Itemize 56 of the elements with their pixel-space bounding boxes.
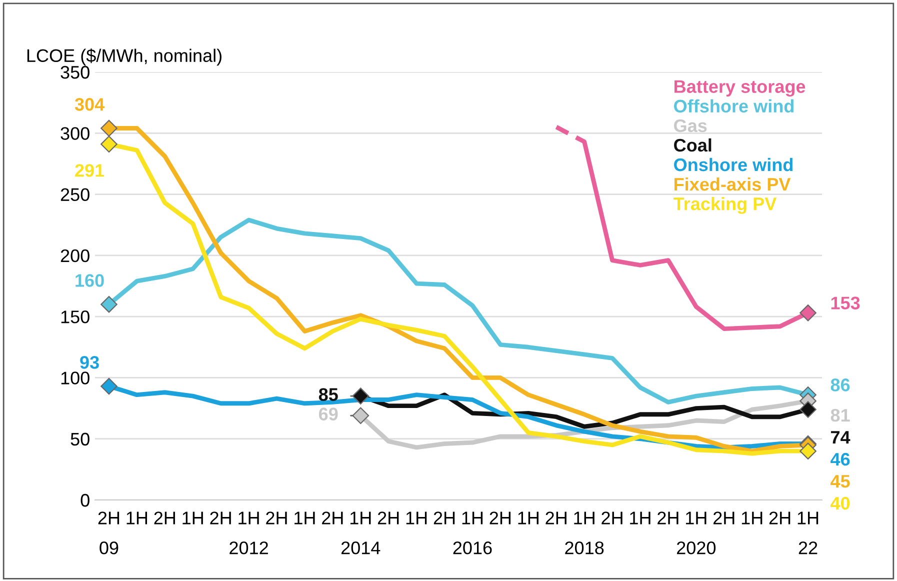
point — [800, 401, 816, 418]
text: Fixed-axis PV — [674, 177, 791, 191]
text: Offshore wind — [674, 99, 794, 113]
data-label: 304 — [74, 98, 105, 111]
y-tick-label: 150 — [61, 310, 90, 324]
x-tick-label: 2H — [546, 512, 566, 524]
text: Battery storage — [674, 80, 806, 97]
y-tick-label: 100 — [61, 372, 90, 384]
text: Onshore wind — [674, 158, 792, 172]
x-tick-label: 1H — [294, 512, 315, 524]
point — [100, 296, 118, 313]
data-label: 291 — [75, 164, 104, 177]
data-label: 86 — [830, 378, 850, 392]
data-label: 93 — [80, 356, 99, 369]
y-axis-title: LCOE ($/MWh, nominal) — [27, 48, 222, 66]
x-tick-label: 2H — [769, 512, 790, 524]
y-tick-label: 350 — [60, 66, 90, 79]
point — [352, 407, 370, 424]
x-tick-label: 2H — [322, 512, 343, 524]
x-tick-label: 2H — [266, 512, 287, 524]
y-tick-label: 200 — [60, 249, 90, 262]
x-tick-label: 1H 22 — [798, 512, 818, 554]
point — [100, 378, 118, 395]
data-label: 40 — [830, 496, 850, 510]
point — [100, 136, 118, 153]
x-tick-label: 2H — [490, 512, 511, 524]
point — [352, 388, 370, 404]
point — [100, 120, 118, 137]
x-tick-label: 1H — [742, 512, 762, 524]
data-label: 45 — [830, 475, 850, 488]
y-tick-label: 50 — [70, 432, 90, 446]
text: Tracking PV — [674, 197, 777, 214]
x-tick-label: 1H — [630, 512, 650, 524]
y-tick-label: 250 — [60, 188, 90, 202]
x-tick-label: 1H — [126, 512, 148, 524]
data-label: 46 — [830, 452, 850, 466]
x-tick-label: 1H — [518, 512, 538, 524]
point — [800, 304, 816, 322]
y-tick-label: 0 — [80, 494, 90, 507]
x-tick-label: 2H 09 — [98, 512, 120, 554]
data-label: 153 — [831, 296, 860, 310]
y-tick-label: 300 — [60, 127, 90, 140]
x-tick-label: 1H — [182, 512, 203, 524]
point — [800, 442, 816, 460]
x-tick-label: 2H — [378, 512, 399, 524]
data-label: 74 — [831, 431, 850, 444]
x-tick-label: 2H — [714, 512, 734, 524]
x-tick-label: 2H — [434, 512, 455, 524]
data-label: 85 — [318, 388, 338, 401]
x-tick-label: 2H — [210, 512, 231, 524]
x-tick-label: 2H — [154, 512, 175, 524]
text: Coal — [674, 138, 712, 152]
x-tick-label: 1H — [406, 512, 427, 524]
x-tick-label: 2H — [658, 512, 678, 524]
data-label: 160 — [76, 274, 104, 287]
x-tick-label: 2H — [602, 512, 622, 524]
